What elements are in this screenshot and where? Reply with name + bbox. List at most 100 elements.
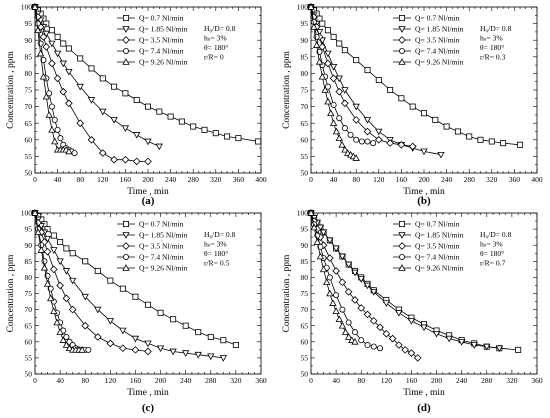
data-point bbox=[326, 254, 334, 262]
data-point bbox=[156, 345, 165, 353]
legend-marker bbox=[122, 58, 130, 65]
data-point bbox=[370, 289, 378, 296]
y-tick-label: 95 bbox=[301, 225, 309, 234]
data-point bbox=[144, 347, 152, 356]
y-tick-label: 80 bbox=[25, 273, 33, 282]
y-tick-label: 100 bbox=[21, 209, 33, 218]
data-point bbox=[119, 327, 127, 335]
x-tick-label: 400 bbox=[255, 175, 267, 184]
x-tick-label: 160 bbox=[406, 376, 418, 385]
y-axis-title: Concentration , ppm bbox=[6, 50, 16, 128]
y-tick-label: 90 bbox=[301, 241, 309, 250]
parameter-text: hₛ= 3% bbox=[204, 34, 227, 43]
data-point bbox=[99, 108, 107, 116]
data-point bbox=[397, 140, 406, 149]
data-point bbox=[81, 321, 90, 330]
data-point bbox=[62, 294, 71, 303]
x-axis-title: Time , min bbox=[403, 388, 445, 398]
data-point bbox=[50, 307, 58, 315]
parameter-annotation: H₀/D= 0.8hₛ= 3%θ= 180°r/R= 0.3 bbox=[480, 24, 512, 62]
y-tick-label: 70 bbox=[301, 102, 309, 111]
parameter-text: hₛ= 3% bbox=[204, 240, 227, 249]
data-point bbox=[110, 155, 118, 164]
series-circle bbox=[307, 4, 377, 147]
data-point bbox=[351, 296, 359, 304]
data-point bbox=[94, 267, 101, 274]
data-point bbox=[341, 125, 348, 132]
data-point bbox=[329, 119, 338, 126]
x-tick-label: 280 bbox=[481, 376, 493, 385]
y-tick-label: 85 bbox=[301, 257, 309, 266]
x-tick-label: 240 bbox=[180, 376, 192, 385]
data-point bbox=[155, 143, 163, 151]
data-point bbox=[167, 113, 174, 120]
y-tick-label: 50 bbox=[25, 370, 33, 379]
data-point bbox=[62, 268, 71, 275]
data-point bbox=[194, 351, 202, 359]
data-point bbox=[352, 154, 360, 161]
data-point bbox=[330, 101, 337, 108]
series-square bbox=[32, 4, 262, 145]
data-point bbox=[401, 346, 409, 354]
data-point bbox=[76, 83, 84, 91]
legend-label: Q= 7.4 Nl/min bbox=[415, 253, 460, 262]
x-tick-label: 320 bbox=[506, 376, 518, 385]
data-point bbox=[39, 33, 48, 41]
legend-marker bbox=[123, 253, 130, 260]
data-point bbox=[78, 346, 86, 353]
data-point bbox=[93, 333, 102, 341]
data-point bbox=[382, 329, 391, 338]
y-tick-label: 55 bbox=[301, 152, 309, 161]
data-point bbox=[375, 128, 383, 136]
data-point bbox=[420, 324, 428, 332]
data-point bbox=[358, 138, 365, 145]
data-point bbox=[63, 333, 70, 340]
parameter-text: hₛ= 3% bbox=[480, 240, 503, 249]
x-tick-label: 320 bbox=[486, 175, 498, 184]
parameter-text: θ= 180° bbox=[204, 249, 228, 258]
data-point bbox=[48, 59, 56, 68]
series-line bbox=[310, 6, 374, 144]
data-point bbox=[34, 26, 42, 34]
data-point bbox=[387, 87, 394, 94]
data-point bbox=[37, 223, 45, 230]
data-point bbox=[454, 128, 461, 135]
data-point bbox=[357, 276, 365, 283]
y-tick-label: 65 bbox=[25, 119, 33, 128]
x-tick-label: 0 bbox=[33, 175, 37, 184]
x-tick-label: 280 bbox=[205, 376, 217, 385]
data-point bbox=[338, 140, 346, 148]
parameter-annotation: H₀/D= 0.8hₛ= 3%θ= 180°r/R= 0.7 bbox=[480, 230, 512, 268]
y-tick-label: 100 bbox=[297, 3, 309, 12]
data-point bbox=[119, 344, 127, 353]
data-point bbox=[44, 226, 51, 233]
y-tick-label: 60 bbox=[25, 337, 33, 346]
x-tick-label: 0 bbox=[33, 376, 37, 385]
legend-marker bbox=[123, 14, 130, 21]
data-point bbox=[351, 269, 359, 277]
data-point bbox=[88, 65, 95, 72]
data-point bbox=[395, 310, 403, 317]
data-point bbox=[326, 237, 334, 245]
data-point bbox=[307, 3, 315, 10]
data-point bbox=[87, 135, 96, 144]
data-point bbox=[310, 223, 318, 231]
data-point bbox=[377, 345, 384, 352]
data-point bbox=[363, 127, 372, 136]
y-tick-label: 70 bbox=[25, 305, 33, 314]
x-tick-label: 40 bbox=[332, 376, 340, 385]
data-point bbox=[43, 280, 52, 287]
x-tick-label: 40 bbox=[54, 175, 62, 184]
data-point bbox=[307, 209, 315, 216]
legend-marker bbox=[398, 220, 405, 227]
legend: Q= 0.7 Nl/min Q= 1.85 Nl/min Q= 3.5 Nl/min… bbox=[117, 220, 188, 273]
data-point bbox=[319, 265, 328, 273]
x-tick-label: 200 bbox=[418, 175, 430, 184]
data-point bbox=[470, 342, 478, 349]
legend-marker bbox=[398, 253, 405, 260]
data-point bbox=[39, 72, 48, 80]
data-point bbox=[335, 315, 343, 323]
legend-label: Q= 1.85 Nl/min bbox=[415, 25, 464, 34]
legend-marker bbox=[398, 26, 406, 33]
x-tick-label: 200 bbox=[142, 175, 154, 184]
